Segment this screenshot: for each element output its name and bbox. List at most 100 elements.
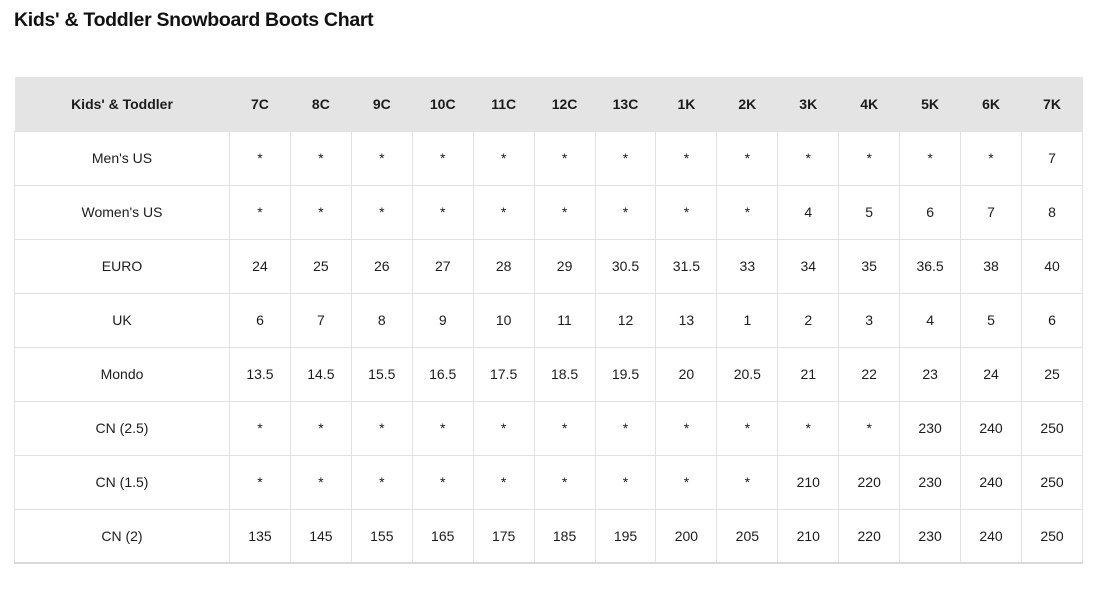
size-value-cell: 15.5 [350,346,413,402]
size-value-cell: 23 [899,346,962,402]
size-value-cell: 14.5 [289,346,352,402]
size-value-cell: 24 [960,346,1022,402]
size-value-cell: * [472,400,535,456]
size-value-cell: 185 [533,508,596,564]
size-value-cell: 6 [1020,292,1084,348]
size-value-cell: * [411,400,474,456]
table-row: Men's US * * * * * * * * * * * * * 7 [14,130,1084,186]
row-label: CN (2.5) [14,400,230,456]
size-value-cell: * [533,184,596,240]
size-value-cell: 230 [899,508,962,564]
size-value-cell: 22 [838,346,901,402]
size-value-cell: 240 [960,400,1022,456]
size-value-cell: * [289,130,352,186]
size-value-cell: * [533,400,596,456]
size-value-cell: * [229,130,291,186]
size-value-cell: * [838,130,901,186]
size-value-cell: 1 [716,292,779,348]
size-value-cell: * [411,184,474,240]
row-label: Women's US [14,184,230,240]
size-value-cell: 25 [289,238,352,294]
size-value-cell: * [655,130,718,186]
size-value-cell: * [229,400,291,456]
size-value-cell: * [411,130,474,186]
size-value-cell: * [960,130,1022,186]
size-value-cell: * [229,454,291,510]
size-value-cell: 34 [777,238,840,294]
size-value-cell: 20 [655,346,718,402]
size-value-cell: * [655,400,718,456]
size-value-cell: 3 [838,292,901,348]
header-cell-size: 8C [290,77,352,131]
size-value-cell: * [289,400,352,456]
size-value-cell: 230 [899,454,962,510]
row-label: Men's US [14,130,230,186]
size-value-cell: 7 [960,184,1022,240]
header-cell-size: 7C [229,77,291,131]
size-value-cell: 33 [716,238,779,294]
header-row: Kids' & Toddler 7C 8C 9C 10C 11C 12C 13C 1K 2K 3K 4… [14,77,1083,131]
size-value-cell: * [716,400,779,456]
size-value-cell: * [777,130,840,186]
table-row: CN (2) 135 145 155 165 175 185 195 200 205 210 220 2… [14,508,1084,564]
size-value-cell: 4 [777,184,840,240]
size-value-cell: * [533,130,596,186]
header-cell-size: 9C [351,77,413,131]
table-body: Men's US * * * * * * * * * * * * * 7 Women's US * * * * * * * *… [14,130,1084,564]
row-label: CN (1.5) [14,454,230,510]
size-value-cell: 250 [1020,400,1084,456]
size-value-cell: 250 [1020,508,1084,564]
size-value-cell: 18.5 [533,346,596,402]
size-value-cell: * [472,184,535,240]
size-value-cell: 28 [472,238,535,294]
size-value-cell: 29 [533,238,596,294]
size-value-cell: * [350,400,413,456]
table-row: Women's US * * * * * * * * * 4 5 6 7 8 [14,184,1084,240]
size-value-cell: * [594,400,657,456]
size-value-cell: 210 [777,454,840,510]
row-label: EURO [14,238,230,294]
size-value-cell: * [899,130,962,186]
size-value-cell: 205 [716,508,779,564]
size-value-cell: 230 [899,400,962,456]
size-value-cell: 10 [472,292,535,348]
header-cell-size: 12C [534,77,596,131]
row-label: CN (2) [14,508,230,564]
header-cell-size: 1K [655,77,717,131]
size-value-cell: 155 [350,508,413,564]
size-value-cell: 200 [655,508,718,564]
size-chart-table: Kids' & Toddler 7C 8C 9C 10C 11C 12C 13C 1K 2K 3K 4… [14,77,1084,564]
size-value-cell: * [289,184,352,240]
size-value-cell: 9 [411,292,474,348]
size-value-cell: 13 [655,292,718,348]
size-value-cell: 135 [229,508,291,564]
size-value-cell: * [594,454,657,510]
size-value-cell: 35 [838,238,901,294]
size-value-cell: 145 [289,508,352,564]
size-value-cell: 4 [899,292,962,348]
size-value-cell: 40 [1020,238,1084,294]
size-value-cell: * [411,454,474,510]
size-value-cell: * [350,184,413,240]
row-label: UK [14,292,230,348]
size-value-cell: * [655,454,718,510]
size-value-cell: 240 [960,508,1022,564]
page-title: Kids' & Toddler Snowboard Boots Chart [14,9,374,31]
table-row: EURO 24 25 26 27 28 29 30.5 31.5 33 34 35 36.5 38 40 [14,238,1084,294]
size-value-cell: * [594,130,657,186]
size-value-cell: 20.5 [716,346,779,402]
size-value-cell: 7 [1020,130,1084,186]
size-value-cell: * [289,454,352,510]
header-cell-size: 3K [777,77,839,131]
size-value-cell: 6 [229,292,291,348]
size-value-cell: 36.5 [899,238,962,294]
size-value-cell: 38 [960,238,1022,294]
table-header: Kids' & Toddler 7C 8C 9C 10C 11C 12C 13C 1K 2K 3K 4… [14,77,1083,131]
header-cell-row-label: Kids' & Toddler [14,77,230,131]
size-value-cell: 6 [899,184,962,240]
size-value-cell: 250 [1020,454,1084,510]
row-label: Mondo [14,346,230,402]
size-value-cell: * [716,184,779,240]
size-value-cell: 16.5 [411,346,474,402]
size-chart-container: Kids' & Toddler 7C 8C 9C 10C 11C 12C 13C 1K 2K 3K 4… [14,77,1110,564]
